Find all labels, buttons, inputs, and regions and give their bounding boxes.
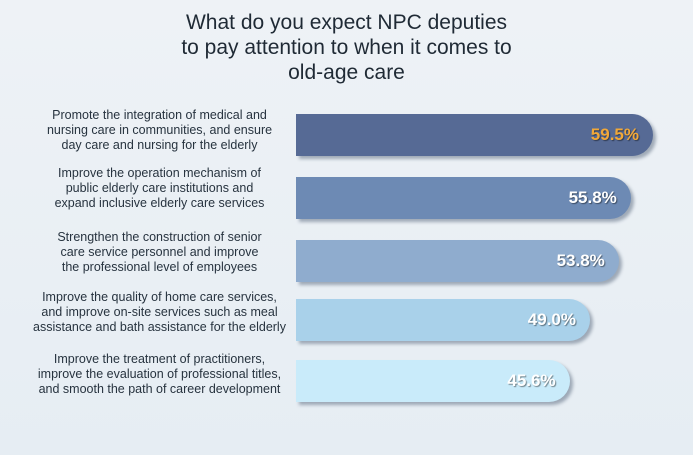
chart-title-line-3: old-age care bbox=[288, 61, 405, 84]
category-label: Improve the treatment of practitioners, i… bbox=[18, 352, 301, 397]
category-label: Improve the quality of home care service… bbox=[18, 290, 301, 335]
chart-title-line-2: to pay attention to when it comes to bbox=[181, 36, 512, 59]
value-label: 55.8% bbox=[568, 188, 617, 207]
bar bbox=[296, 240, 619, 282]
category-label-line: Improve the quality of home care service… bbox=[42, 290, 277, 304]
category-label-line: expand inclusive elderly care services bbox=[54, 196, 265, 210]
category-label: Promote the integration of medical and nu… bbox=[18, 108, 301, 153]
category-label-line: the professional level of employees bbox=[61, 260, 258, 274]
category-label-line: day care and nursing for the elderly bbox=[61, 138, 258, 152]
value-label: 49.0% bbox=[527, 310, 576, 329]
category-label-line: Improve the treatment of practitioners, bbox=[53, 352, 266, 366]
bar bbox=[296, 177, 631, 219]
category-label-line: care service personnel and improve bbox=[60, 245, 259, 259]
bar bbox=[296, 360, 570, 402]
category-label: Improve the operation mechanism of public… bbox=[18, 166, 301, 211]
category-label: Strengthen the construction of senior car… bbox=[18, 230, 301, 275]
chart-title: What do you expect NPC deputies to pay a… bbox=[0, 10, 693, 85]
value-label: 45.6% bbox=[507, 371, 556, 390]
category-label-line: assistance and bath assistance for the e… bbox=[33, 320, 286, 334]
category-label-line: and smooth the path of career developmen… bbox=[38, 382, 281, 396]
value-label: 59.5% bbox=[590, 125, 639, 144]
bar bbox=[296, 114, 653, 156]
category-label-line: improve the evaluation of professional t… bbox=[37, 367, 282, 381]
category-label-line: Improve the operation mechanism of bbox=[58, 166, 261, 180]
bar bbox=[296, 299, 590, 341]
value-label: 53.8% bbox=[556, 251, 605, 270]
category-label-line: Strengthen the construction of senior bbox=[57, 230, 262, 244]
category-label-line: public elderly care institutions and bbox=[65, 181, 254, 195]
category-label-line: nursing care in communities, and ensure bbox=[46, 123, 273, 137]
category-label-line: Promote the integration of medical and bbox=[52, 108, 267, 122]
category-label-line: and improve on-site services such as mea… bbox=[41, 305, 278, 319]
chart-title-line-1: What do you expect NPC deputies bbox=[185, 11, 507, 34]
